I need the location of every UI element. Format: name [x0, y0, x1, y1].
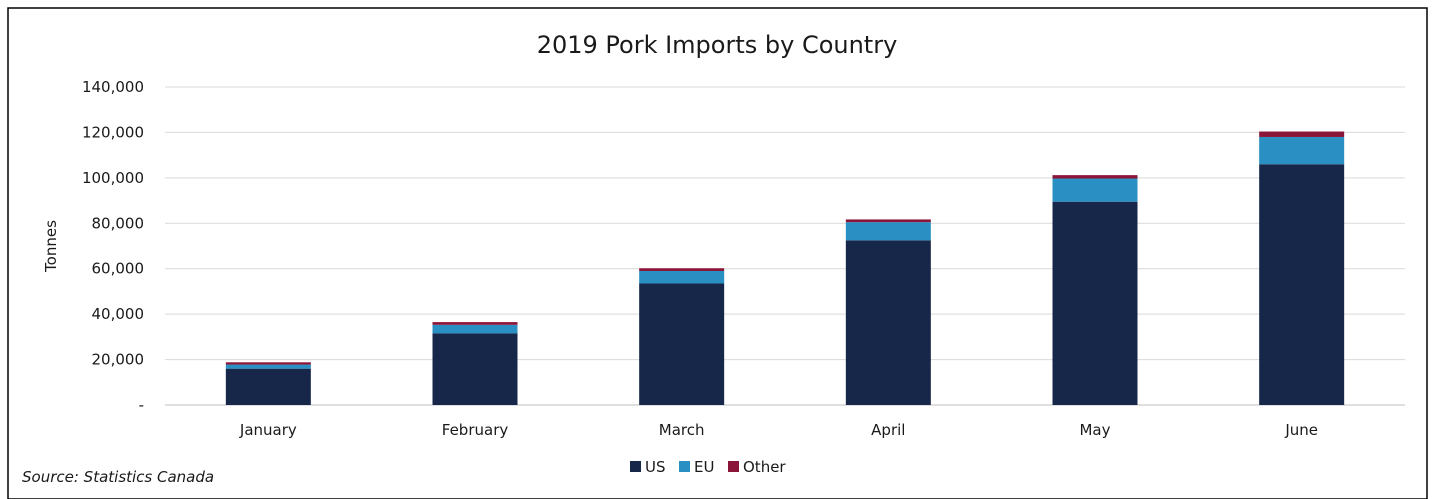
- bar-eu-may: [1052, 178, 1138, 202]
- y-tick-label: -: [139, 396, 144, 414]
- legend-swatch-us: [630, 461, 641, 472]
- bar-eu-april: [845, 222, 931, 241]
- bar-us-may: [1052, 201, 1138, 405]
- y-tick-label: 80,000: [92, 214, 145, 232]
- chart-title: 2019 Pork Imports by Country: [537, 31, 898, 59]
- legend-swatch-eu: [679, 461, 690, 472]
- bar-us-april: [845, 240, 931, 405]
- bar-eu-january: [225, 364, 311, 369]
- bar-other-may: [1052, 175, 1138, 179]
- x-tick-label: March: [659, 421, 705, 439]
- bar-us-january: [225, 368, 311, 405]
- bar-eu-june: [1259, 136, 1345, 165]
- x-tick-label: January: [239, 421, 297, 439]
- x-tick-label: June: [1284, 421, 1318, 439]
- y-axis-ticks: - 20,000 40,000 60,000 80,000 100,000 120,000 1…: [82, 78, 144, 414]
- bar-other-april: [845, 219, 931, 223]
- legend-label-eu: EU: [694, 458, 714, 476]
- legend-label-us: US: [645, 458, 666, 476]
- source-note: Source: Statistics Canada: [22, 468, 214, 486]
- bar-eu-march: [639, 270, 725, 284]
- bar-other-january: [225, 362, 311, 365]
- bar-us-march: [639, 283, 725, 405]
- legend: US EU Other: [630, 458, 786, 476]
- x-tick-label: April: [871, 421, 905, 439]
- y-tick-label: 140,000: [82, 78, 144, 96]
- gridlines: [165, 86, 1405, 406]
- bars: [225, 131, 1345, 405]
- bar-us-june: [1259, 164, 1345, 405]
- bar-other-june: [1259, 131, 1345, 137]
- chart-border: [7, 7, 1428, 499]
- y-tick-label: 40,000: [92, 305, 145, 323]
- legend-swatch-other: [728, 461, 739, 472]
- y-tick-label: 100,000: [82, 169, 144, 187]
- bar-us-february: [432, 333, 518, 405]
- y-tick-label: 120,000: [82, 123, 144, 141]
- y-axis-label: Tonnes: [42, 220, 60, 273]
- x-axis-categories: January February March April May June: [239, 421, 1318, 439]
- bar-other-march: [639, 268, 725, 271]
- x-tick-label: May: [1079, 421, 1110, 439]
- bar-eu-february: [432, 324, 518, 334]
- legend-label-other: Other: [743, 458, 786, 476]
- bar-other-february: [432, 322, 518, 325]
- x-tick-label: February: [442, 421, 509, 439]
- y-tick-label: 20,000: [92, 351, 145, 369]
- y-tick-label: 60,000: [92, 260, 145, 278]
